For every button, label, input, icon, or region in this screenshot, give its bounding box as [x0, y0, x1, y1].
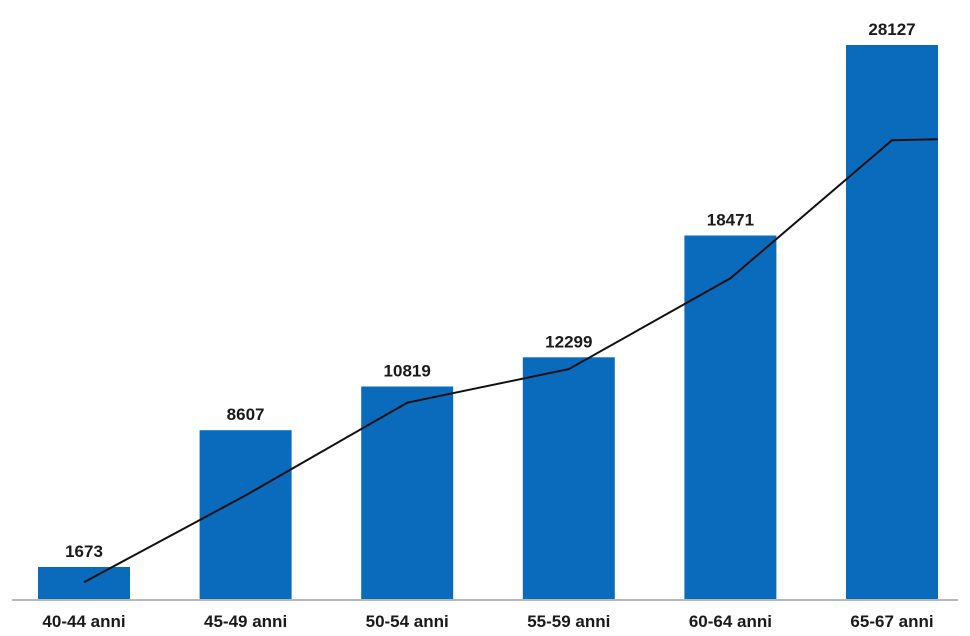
bars-group: [38, 45, 938, 600]
x-tick-label-2: 50-54 anni: [366, 612, 449, 631]
x-tick-label-5: 65-67 anni: [850, 612, 933, 631]
bar-2: [361, 386, 454, 600]
x-tick-label-0: 40-44 anni: [42, 612, 125, 631]
x-tick-label-1: 45-49 anni: [204, 612, 287, 631]
bar-0: [38, 567, 130, 600]
data-label-2: 10819: [384, 362, 431, 381]
value-labels-group: 1673 8607 10819 12299 18471 28127: [65, 20, 916, 561]
bar-1: [199, 430, 292, 600]
data-label-0: 1673: [65, 542, 103, 561]
data-label-4: 18471: [707, 211, 754, 230]
data-label-3: 12299: [545, 332, 592, 351]
data-label-5: 28127: [868, 20, 915, 39]
x-tick-labels-group: 40-44 anni 45-49 anni 50-54 anni 55-59 anni…: [42, 612, 933, 631]
bar-5: [846, 45, 938, 600]
trend-line: [83, 138, 939, 584]
bar-4: [684, 235, 777, 600]
x-tick-label-3: 55-59 anni: [527, 612, 610, 631]
data-label-1: 8607: [227, 405, 265, 424]
bar-3: [522, 357, 615, 600]
x-tick-label-4: 60-64 anni: [689, 612, 772, 631]
